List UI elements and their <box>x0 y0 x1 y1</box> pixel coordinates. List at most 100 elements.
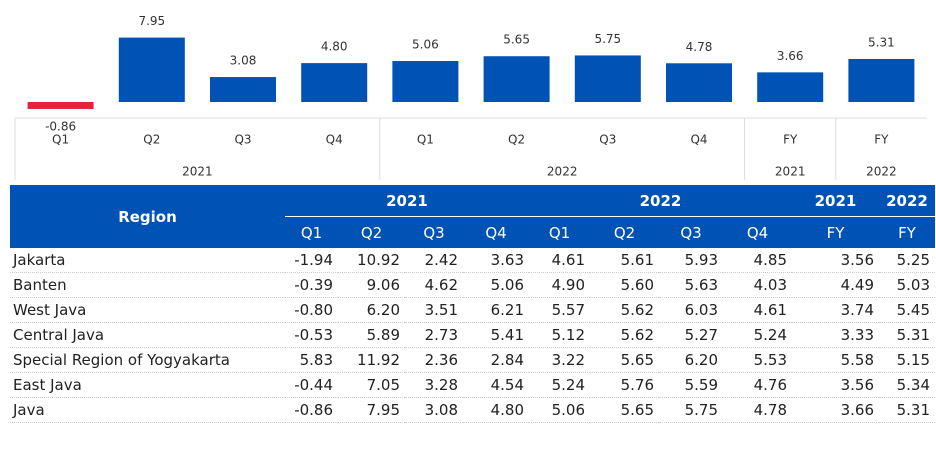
growth-cell: 5.83 <box>285 347 338 373</box>
x-tick-label: FY <box>783 133 798 147</box>
growth-cell: 4.78 <box>723 397 792 423</box>
growth-cell: 5.24 <box>529 372 590 398</box>
period-header: FY <box>792 216 879 248</box>
region-cell: Special Region of Yogyakarta <box>10 347 285 373</box>
group-label: 2022 <box>547 165 578 179</box>
x-tick-label: Q1 <box>417 133 434 147</box>
data-label: 7.95 <box>138 14 165 28</box>
growth-cell: 3.74 <box>792 297 879 323</box>
x-tick-label: FY <box>874 133 889 147</box>
growth-cell: -0.80 <box>285 297 338 323</box>
x-tick-label: Q3 <box>234 133 251 147</box>
growth-cell: -1.94 <box>285 248 338 273</box>
growth-cell: 3.33 <box>792 322 879 348</box>
growth-cell: 5.45 <box>879 297 935 323</box>
bar <box>574 55 641 102</box>
data-label: -0.86 <box>45 119 76 133</box>
data-label: 5.75 <box>594 32 621 46</box>
growth-cell: 5.65 <box>590 347 659 373</box>
growth-cell: 4.54 <box>463 372 529 398</box>
growth-cell: 3.63 <box>463 248 529 273</box>
growth-cell: 5.59 <box>659 372 723 398</box>
growth-cell: 5.57 <box>529 297 590 323</box>
growth-cell: 5.63 <box>659 272 723 298</box>
group-label: 2021 <box>182 165 213 179</box>
growth-cell: 4.85 <box>723 248 792 273</box>
growth-cell: 6.20 <box>659 347 723 373</box>
growth-cell: 11.92 <box>338 347 405 373</box>
growth-cell: 5.12 <box>529 322 590 348</box>
growth-cell: 7.05 <box>338 372 405 398</box>
group-label: 2022 <box>866 165 897 179</box>
growth-cell: 5.34 <box>879 372 935 398</box>
growth-cell: 3.51 <box>405 297 463 323</box>
region-cell: Central Java <box>10 322 285 348</box>
growth-cell: 3.08 <box>405 397 463 423</box>
table-row: Banten -0.39 9.06 4.62 5.06 4.90 5.60 5.63 4.03 4… <box>10 272 935 298</box>
bar <box>27 102 94 109</box>
growth-cell: 5.62 <box>590 322 659 348</box>
region-cell: Java <box>10 397 285 423</box>
group-label: 2021 <box>775 165 806 179</box>
growth-cell: 4.61 <box>529 248 590 273</box>
table-row: East Java -0.44 7.05 3.28 4.54 5.24 5.76 5.59 4.… <box>10 372 935 398</box>
period-header: Q3 <box>659 216 723 248</box>
bar <box>301 63 368 102</box>
growth-cell: 5.60 <box>590 272 659 298</box>
bar <box>210 77 276 102</box>
table-row: Central Java -0.53 5.89 2.73 5.41 5.12 5.62 5.2… <box>10 322 935 348</box>
data-label: 5.65 <box>503 33 530 47</box>
year-header: 2021 <box>285 185 529 217</box>
period-header: Q3 <box>405 216 463 248</box>
period-header: Q4 <box>463 216 529 248</box>
year-header: 2022 <box>879 185 935 217</box>
growth-cell: 4.76 <box>723 372 792 398</box>
growth-cell: 4.61 <box>723 297 792 323</box>
growth-cell: 5.41 <box>463 322 529 348</box>
growth-cell: 5.31 <box>879 322 935 348</box>
growth-cell: 5.06 <box>529 397 590 423</box>
region-cell: East Java <box>10 372 285 398</box>
data-label: 5.06 <box>412 38 439 52</box>
growth-cell: 5.31 <box>879 397 935 423</box>
growth-cell: -0.53 <box>285 322 338 348</box>
growth-cell: -0.39 <box>285 272 338 298</box>
region-cell: Banten <box>10 272 285 298</box>
growth-cell: 2.84 <box>463 347 529 373</box>
x-tick-label: Q4 <box>326 133 343 147</box>
data-label: 4.80 <box>321 40 348 54</box>
growth-cell: 5.76 <box>590 372 659 398</box>
growth-cell: 3.56 <box>792 248 879 273</box>
chart: Q1-0.86Q27.95Q33.08Q44.802021Q15.06Q25.6… <box>14 14 927 180</box>
x-tick-label: Q4 <box>690 133 707 147</box>
region-table: Region 2021 2022 2021 2022 Q1 Q2 Q3 Q4 Q1 Q2 Q3 Q4 FY… <box>10 185 935 423</box>
growth-cell: 5.61 <box>590 248 659 273</box>
bar <box>483 56 550 102</box>
growth-cell: 6.20 <box>338 297 405 323</box>
x-tick-label: Q2 <box>143 133 160 147</box>
region-cell: Jakarta <box>10 248 285 273</box>
growth-cell: 5.75 <box>659 397 723 423</box>
growth-cell: 4.80 <box>463 397 529 423</box>
growth-cell: 7.95 <box>338 397 405 423</box>
bar <box>118 37 185 103</box>
growth-cell: 10.92 <box>338 248 405 273</box>
period-header: FY <box>879 216 935 248</box>
growth-cell: 5.53 <box>723 347 792 373</box>
growth-cell: 3.56 <box>792 372 879 398</box>
growth-cell: 5.25 <box>879 248 935 273</box>
growth-cell: -0.44 <box>285 372 338 398</box>
growth-cell: 5.03 <box>879 272 935 298</box>
growth-cell: 5.93 <box>659 248 723 273</box>
growth-cell: 3.66 <box>792 397 879 423</box>
growth-cell: 5.15 <box>879 347 935 373</box>
growth-cell: 5.58 <box>792 347 879 373</box>
bar <box>757 72 824 102</box>
data-label: 5.31 <box>868 35 895 49</box>
year-header: 2021 <box>792 185 879 217</box>
growth-cell: 5.27 <box>659 322 723 348</box>
growth-cell: -0.86 <box>285 397 338 423</box>
region-cell: West Java <box>10 297 285 323</box>
table-row: West Java -0.80 6.20 3.51 6.21 5.57 5.62 6.03 4.… <box>10 297 935 323</box>
data-label: 3.66 <box>777 49 804 63</box>
